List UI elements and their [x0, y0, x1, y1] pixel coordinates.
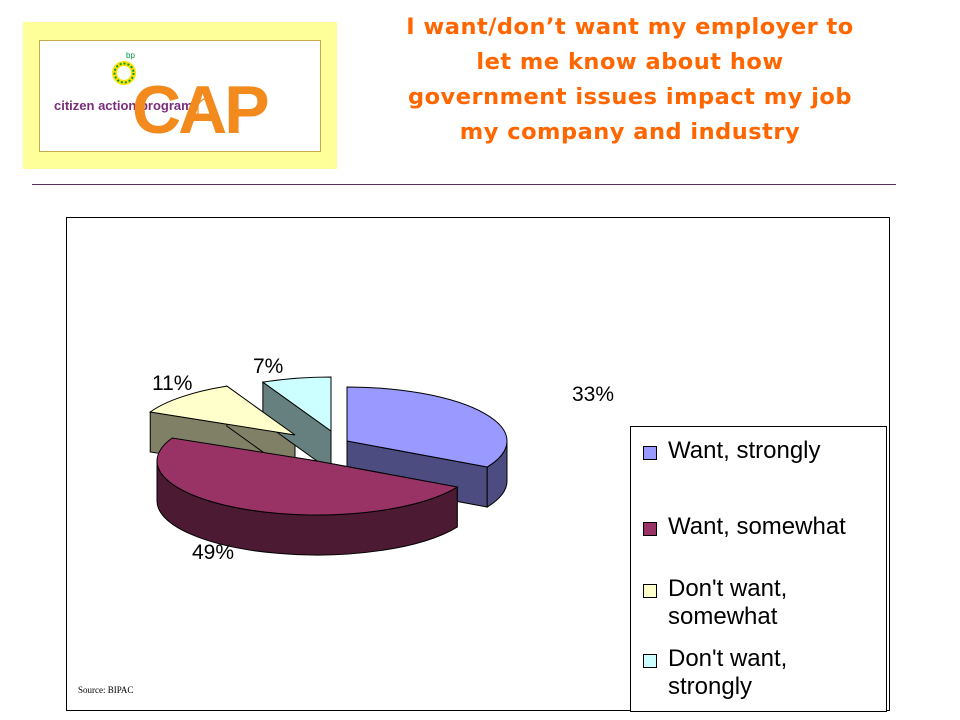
- data-label-want-somewhat: 49%: [192, 541, 234, 564]
- slide-title: I want/don’t want my employer to let me …: [406, 14, 854, 145]
- chart-frame: 33% 49% 11% 7% Want, strongly Want, somewha…: [66, 217, 890, 712]
- logo-frame: bp citizen action program CAP: [39, 40, 321, 152]
- data-label-want-strongly: 33%: [572, 383, 614, 406]
- pie-slice-want-strongly: [346, 386, 508, 468]
- legend-swatch-dont-want-somewhat: [643, 584, 657, 598]
- pie-slice-dont-want-somewhat: [148, 385, 296, 436]
- data-label-dont-want-strongly: 7%: [253, 355, 283, 378]
- legend-label-dont-want-strongly: Don't want, strongly: [668, 645, 788, 700]
- legend-label-dont-want-somewhat: Don't want, somewhat: [668, 575, 788, 630]
- capitol-dome-icon: [197, 91, 213, 120]
- legend-swatch-want-somewhat: [643, 522, 657, 536]
- logo-tagline: citizen action program: [54, 98, 193, 113]
- bp-helios-icon: [112, 61, 136, 85]
- chart-legend: Want, strongly Want, somewhat Don't want…: [630, 426, 887, 712]
- pie-chart: 33% 49% 11% 7%: [148, 355, 614, 564]
- legend-swatch-dont-want-strongly: [643, 654, 657, 668]
- legend-swatch-want-strongly: [643, 446, 657, 460]
- title-divider: [32, 184, 896, 185]
- source-note: Source: BIPAC: [78, 685, 134, 695]
- cap-logo: bp citizen action program CAP: [54, 51, 271, 148]
- data-label-dont-want-somewhat: 11%: [152, 372, 192, 395]
- pie-slice-want-somewhat: [156, 437, 459, 516]
- legend-label-want-somewhat: Want, somewhat: [668, 513, 846, 540]
- bp-label: bp: [126, 51, 135, 60]
- pie-slice-dont-want-strongly: [261, 376, 332, 432]
- logo-wordmark: CAP: [132, 72, 268, 148]
- logo-panel: bp citizen action program CAP: [23, 22, 337, 169]
- legend-label-want-strongly: Want, strongly: [668, 437, 821, 464]
